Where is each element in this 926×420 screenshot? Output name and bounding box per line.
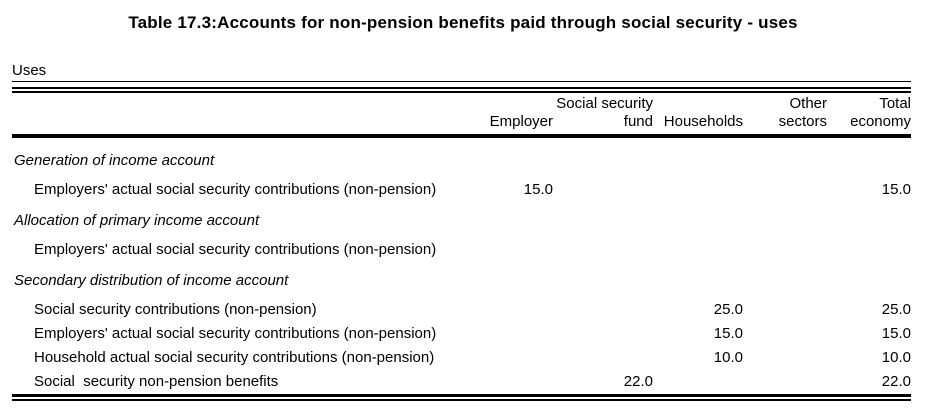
row-label: Allocation of primary income account: [14, 212, 260, 229]
value-cell-total-economy: [827, 272, 911, 289]
value-cell-other-sectors: [743, 301, 827, 318]
value-cell-social-security-fund: [553, 349, 653, 366]
value-cell-total-economy: 15.0: [881, 181, 911, 198]
account-item-row: Employers' actual social security contri…: [12, 241, 911, 258]
value-cell-social-security-fund: [553, 325, 653, 342]
value-cell-other-sectors: [743, 349, 827, 366]
value-cell-employer: [463, 325, 553, 342]
account-item-row: Employers' actual social security contri…: [12, 181, 911, 198]
section-header-row: Allocation of primary income account: [12, 212, 911, 229]
value-cell-social-security-fund: 22.0: [623, 373, 653, 390]
row-label: Secondary distribution of income account: [14, 272, 289, 289]
table-bottom-rule: [12, 394, 911, 401]
table-top-rule: [12, 87, 911, 93]
account-item-row: Social security non-pension benefits 22.0…: [12, 373, 911, 390]
value-cell-total-economy: [827, 152, 911, 169]
account-item-row: Employers' actual social security contri…: [12, 325, 911, 342]
value-cell-households: [653, 152, 743, 169]
value-cell-employer: [463, 152, 553, 169]
value-cell-households: [653, 241, 743, 258]
row-label: Generation of income account: [14, 152, 215, 169]
value-cell-total-economy: [827, 212, 911, 229]
column-header-line1: Social security: [556, 95, 653, 112]
value-cell-other-sectors: [743, 373, 827, 390]
table-body: Generation of income account Employers' a…: [12, 138, 911, 390]
value-cell-households: [653, 373, 743, 390]
value-cell-other-sectors: [743, 212, 827, 229]
column-header-other-sectors: Other sectors: [743, 95, 827, 131]
row-label: Employers' actual social security contri…: [34, 181, 437, 198]
column-header-line1: [463, 95, 553, 113]
value-cell-employer: [463, 272, 553, 289]
column-header-line2: Households: [663, 113, 743, 130]
table-header-row: Employer Social security fund Households Oth…: [12, 93, 911, 134]
column-header-line2: fund: [623, 113, 653, 130]
column-header-line1: Total: [879, 95, 911, 112]
document-page: Table 17.3:Accounts for non-pension bene…: [0, 13, 926, 401]
accounts-table: Uses Employer Social security fund Househol…: [12, 62, 911, 401]
value-cell-households: 10.0: [713, 349, 743, 366]
header-bottom-rule: [12, 134, 911, 138]
value-cell-households: 25.0: [713, 301, 743, 318]
column-header-line2: sectors: [778, 113, 827, 130]
column-header-employer: Employer: [463, 95, 553, 131]
value-cell-total-economy: 25.0: [881, 301, 911, 318]
table-title: Table 17.3:Accounts for non-pension bene…: [128, 13, 798, 32]
value-cell-employer: [463, 373, 553, 390]
value-cell-households: [653, 181, 743, 198]
account-item-row: Household actual social security contrib…: [12, 349, 911, 366]
row-label: Household actual social security contrib…: [34, 349, 435, 366]
account-item-row: Social security contributions (non-pensi…: [12, 301, 911, 318]
value-cell-other-sectors: [743, 325, 827, 342]
value-cell-total-economy: 22.0: [881, 373, 911, 390]
section-header-row: Generation of income account: [12, 152, 911, 169]
row-label: Social security non-pension benefits: [34, 373, 279, 390]
column-header-households: Households: [653, 95, 743, 131]
table-caption-uses: Uses: [12, 62, 911, 82]
value-cell-total-economy: 10.0: [881, 349, 911, 366]
row-label: Social security contributions (non-pensi…: [34, 301, 317, 318]
value-cell-employer: [463, 241, 553, 258]
value-cell-other-sectors: [743, 152, 827, 169]
value-cell-social-security-fund: [553, 272, 653, 289]
value-cell-social-security-fund: [553, 241, 653, 258]
value-cell-households: [653, 272, 743, 289]
value-cell-employer: 15.0: [523, 181, 553, 198]
value-cell-social-security-fund: [553, 152, 653, 169]
row-label: Employers' actual social security contri…: [34, 325, 437, 342]
value-cell-households: 15.0: [713, 325, 743, 342]
column-header-social-security-fund: Social security fund: [553, 95, 653, 131]
section-header-row: Secondary distribution of income account: [12, 272, 911, 289]
value-cell-employer: [463, 301, 553, 318]
column-header-line1: Other: [789, 95, 827, 112]
value-cell-other-sectors: [743, 181, 827, 198]
value-cell-employer: [463, 349, 553, 366]
column-header-line2: economy: [850, 113, 911, 130]
value-cell-other-sectors: [743, 241, 827, 258]
value-cell-other-sectors: [743, 272, 827, 289]
value-cell-households: [653, 212, 743, 229]
value-cell-employer: [463, 212, 553, 229]
row-label: Employers' actual social security contri…: [34, 241, 437, 258]
column-header-line1: [653, 95, 743, 113]
value-cell-total-economy: 15.0: [881, 325, 911, 342]
column-header-total-economy: Total economy: [827, 95, 911, 131]
value-cell-total-economy: [827, 241, 911, 258]
value-cell-social-security-fund: [553, 181, 653, 198]
value-cell-social-security-fund: [553, 301, 653, 318]
column-header-line2: Employer: [489, 113, 553, 130]
value-cell-social-security-fund: [553, 212, 653, 229]
